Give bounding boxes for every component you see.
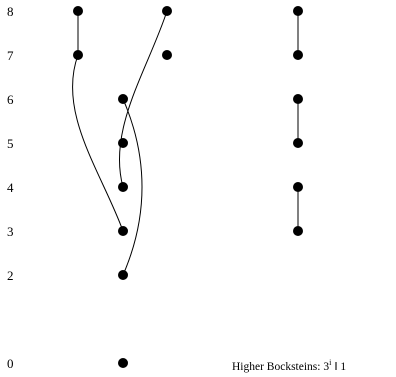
dot-c1-7	[73, 50, 83, 60]
dot-c2-5	[118, 138, 128, 148]
degree-label-0: 0	[7, 356, 14, 371]
dot-c4-3	[293, 226, 303, 236]
connection-c2-6-c2-2	[122, 98, 143, 276]
dot-c4-6	[293, 94, 303, 104]
caption-suffix: ‖ 1	[331, 361, 346, 373]
dot-c3-8	[162, 6, 172, 16]
connection-c1-7-c2-3	[72, 54, 124, 232]
degree-label-2: 2	[7, 268, 14, 283]
dot-c1-8	[73, 6, 83, 16]
dot-c2-2	[118, 270, 128, 280]
dots	[73, 6, 303, 368]
dot-c3-7	[162, 50, 172, 60]
dot-c4-4	[293, 182, 303, 192]
caption-superscript: i	[329, 358, 332, 367]
dot-c4-5	[293, 138, 303, 148]
dot-c4-8	[293, 6, 303, 16]
caption-text: Higher Bocksteins: 3	[232, 361, 329, 373]
dot-c2-6	[118, 94, 128, 104]
dot-c2-3	[118, 226, 128, 236]
degree-label-4: 4	[7, 180, 14, 195]
connection-c3-8-c2-4	[118, 10, 168, 188]
connection-lines	[72, 10, 299, 276]
dot-c2-0	[118, 358, 128, 368]
dot-c4-7	[293, 50, 303, 60]
degree-label-7: 7	[7, 48, 14, 63]
degree-label-8: 8	[7, 4, 14, 19]
degree-labels: 8 7 6 5 4 3 2 0	[7, 4, 14, 371]
degree-label-5: 5	[7, 136, 14, 151]
caption: Higher Bocksteins: 3i ‖ 1	[232, 358, 346, 373]
degree-label-6: 6	[7, 92, 14, 107]
dot-c2-4	[118, 182, 128, 192]
degree-label-3: 3	[7, 224, 14, 239]
